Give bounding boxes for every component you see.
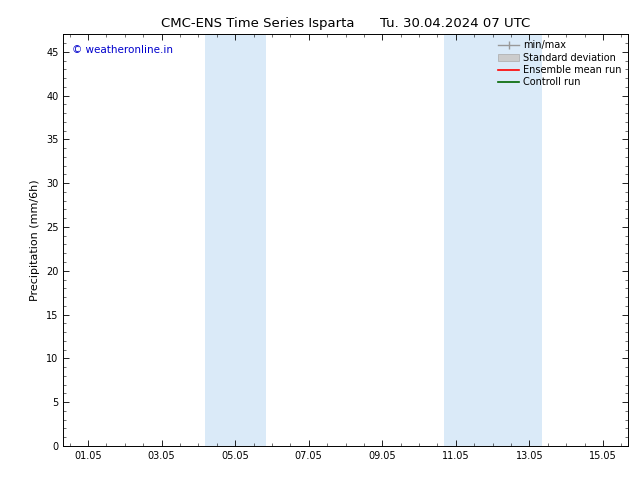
Bar [205,34,266,446]
Legend: min/max, Standard deviation, Ensemble mean run, Controll run: min/max, Standard deviation, Ensemble me… [494,36,626,91]
Bar [444,34,541,446]
Y-axis label: Precipitation (mm/6h): Precipitation (mm/6h) [30,179,41,301]
Text: © weatheronline.in: © weatheronline.in [72,45,173,54]
Title: CMC-ENS Time Series Isparta      Tu. 30.04.2024 07 UTC: CMC-ENS Time Series Isparta Tu. 30.04.20… [161,17,530,30]
